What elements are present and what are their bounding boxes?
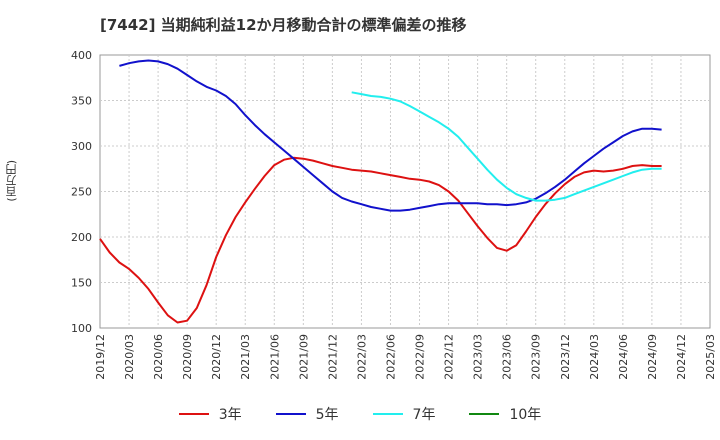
x-tick-label: 2023/09 (530, 334, 543, 380)
legend-item: 7年 (372, 404, 436, 424)
x-tick-label: 2020/06 (152, 334, 165, 380)
legend-swatch (469, 413, 500, 415)
y-tick-label: 300 (71, 140, 92, 153)
y-axis-label: (百万円) (5, 160, 18, 202)
x-tick-label: 2025/03 (704, 334, 717, 380)
legend-swatch (178, 413, 209, 415)
x-tick-label: 2022/09 (414, 334, 427, 380)
legend-label: 3年 (218, 407, 242, 423)
x-tick-label: 2024/12 (675, 334, 688, 380)
x-tick-label: 2019/12 (94, 334, 107, 380)
x-tick-label: 2021/09 (297, 334, 310, 380)
legend-label: 5年 (315, 407, 339, 423)
x-tick-label: 2022/06 (384, 334, 397, 380)
series-line-0 (99, 156, 662, 324)
y-tick-label: 150 (71, 277, 92, 290)
y-axis-ticks: 100 150 200 250 300 350 400 (71, 49, 92, 335)
x-tick-label: 2023/12 (559, 334, 572, 380)
series-lines (99, 59, 662, 324)
x-tick-label: 2020/09 (181, 334, 194, 380)
y-tick-label: 250 (71, 186, 92, 199)
x-axis-ticks: 2019/12 2020/03 2020/06 2020/09 2020/12 2021/… (94, 334, 717, 380)
x-tick-label: 2024/09 (646, 334, 659, 380)
series-line-1 (119, 59, 662, 212)
x-tick-label: 2022/12 (443, 334, 456, 380)
legend: 3年 5年 7年 10年 (0, 404, 720, 424)
legend-label: 7年 (412, 407, 436, 423)
x-tick-label: 2024/03 (588, 334, 601, 380)
x-tick-label: 2021/03 (239, 334, 252, 380)
legend-item: 10年 (469, 404, 541, 424)
y-tick-label: 350 (71, 95, 92, 108)
x-tick-label: 2020/03 (123, 334, 136, 380)
x-tick-label: 2022/03 (355, 334, 368, 380)
legend-swatch (275, 413, 306, 415)
legend-label: 10年 (509, 407, 542, 423)
legend-swatch (372, 413, 403, 415)
x-tick-label: 2021/06 (268, 334, 281, 380)
legend-item: 5年 (275, 404, 339, 424)
legend-item: 3年 (178, 404, 242, 424)
series-line-2 (351, 91, 662, 202)
chart-title: [7442] 当期純利益12か月移動合計の標準偏差の推移 (100, 16, 467, 34)
x-tick-label: 2021/12 (326, 334, 339, 380)
x-tick-label: 2020/12 (210, 334, 223, 380)
y-tick-label: 400 (71, 49, 92, 62)
x-tick-label: 2023/03 (472, 334, 485, 380)
x-tick-label: 2023/06 (501, 334, 514, 380)
x-tick-label: 2024/06 (617, 334, 630, 380)
y-tick-label: 100 (71, 322, 92, 335)
y-tick-label: 200 (71, 231, 92, 244)
gridlines (100, 55, 710, 328)
